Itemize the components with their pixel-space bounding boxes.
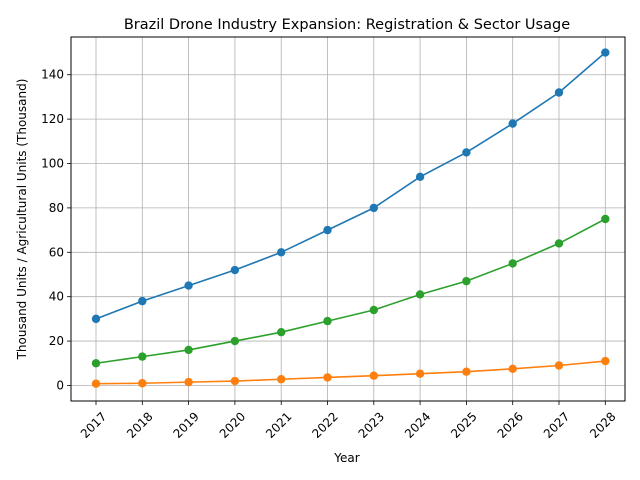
y-tick-label: 80 [49,201,64,215]
data-point [462,148,471,157]
data-point [323,373,332,382]
y-tick-label: 100 [41,157,64,171]
data-point [415,369,425,378]
series-layer [91,48,610,388]
chart-title: Brazil Drone Industry Expansion: Registr… [124,17,570,33]
x-tick-label: 2017 [78,409,109,440]
y-tick-label: 20 [49,334,64,348]
data-point [369,371,378,380]
data-point [230,265,240,275]
series-2 [91,356,610,388]
data-point [184,281,193,290]
data-point [462,367,471,376]
gridlines [71,37,625,401]
data-point [554,361,564,370]
data-point [184,377,193,387]
series-line [95,218,606,365]
series-line [95,360,606,385]
data-point [508,119,517,128]
series-line [95,51,606,320]
data-point [91,359,101,368]
data-point [369,203,378,213]
x-tick-label: 2027 [541,409,572,440]
data-point [277,375,286,384]
plot-frame [70,36,626,402]
y-axis-label: Thousand Units / Agricultural Units (Tho… [15,79,29,361]
y-tick-label: 0 [56,378,64,392]
data-point [554,239,564,248]
data-point [138,379,147,388]
data-point [138,296,147,306]
data-point [601,356,610,366]
x-tick-label: 2018 [124,409,155,440]
data-point [415,172,425,182]
x-tick-label: 2022 [309,409,340,440]
data-point [138,352,147,361]
data-point [462,276,471,286]
x-tick-label: 2019 [170,409,201,440]
series-1 [91,48,610,324]
data-point [415,290,425,299]
data-point [323,316,332,326]
data-point [323,225,332,235]
data-point [277,248,286,257]
x-tick-label: 2021 [263,409,294,440]
data-point [184,345,193,355]
data-point [601,48,610,57]
series-3 [91,214,610,368]
data-point [230,336,240,346]
x-tick-label: 2026 [495,409,526,440]
y-tick-label: 40 [49,290,64,304]
y-tick-label: 120 [41,112,64,126]
data-point [601,214,610,224]
data-point [91,314,101,324]
x-tick-label: 2020 [217,409,248,440]
data-point [369,305,378,315]
x-tick-label: 2028 [587,409,618,440]
data-point [508,259,517,268]
y-tick-label: 60 [49,245,64,259]
y-tick-label: 140 [41,68,64,82]
x-tick-label: 2025 [448,409,479,440]
data-point [91,379,101,388]
data-point [554,88,564,97]
data-point [277,327,286,337]
x-axis-label: Year [333,451,359,465]
data-point [508,364,517,374]
x-tick-label: 2023 [356,409,387,440]
data-point [230,376,240,386]
x-tick-label: 2024 [402,409,433,440]
